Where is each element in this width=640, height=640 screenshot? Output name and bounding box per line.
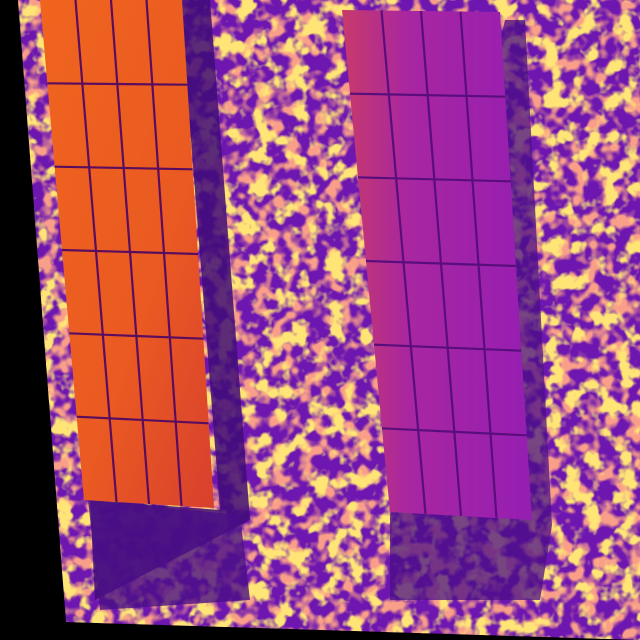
right-array-row-divider	[349, 92, 506, 98]
left-array-row-divider	[69, 332, 204, 340]
left-array-bottom-shadow	[88, 500, 250, 610]
left-array-row-divider	[47, 82, 188, 86]
left-panel-array	[40, 0, 214, 508]
right-array-row-divider	[365, 259, 517, 268]
right-array-row-divider	[381, 427, 527, 437]
left-array-gridlines	[47, 0, 209, 507]
left-array-row-divider	[61, 248, 199, 256]
right-array-row-divider	[373, 343, 522, 352]
right-panel-array	[342, 10, 532, 520]
right-array-gridlines	[349, 10, 527, 519]
left-array-row-divider	[76, 415, 209, 425]
left-array-row-divider	[54, 165, 193, 171]
left-array-shadow	[90, 0, 250, 600]
right-array-row-divider	[357, 176, 511, 183]
